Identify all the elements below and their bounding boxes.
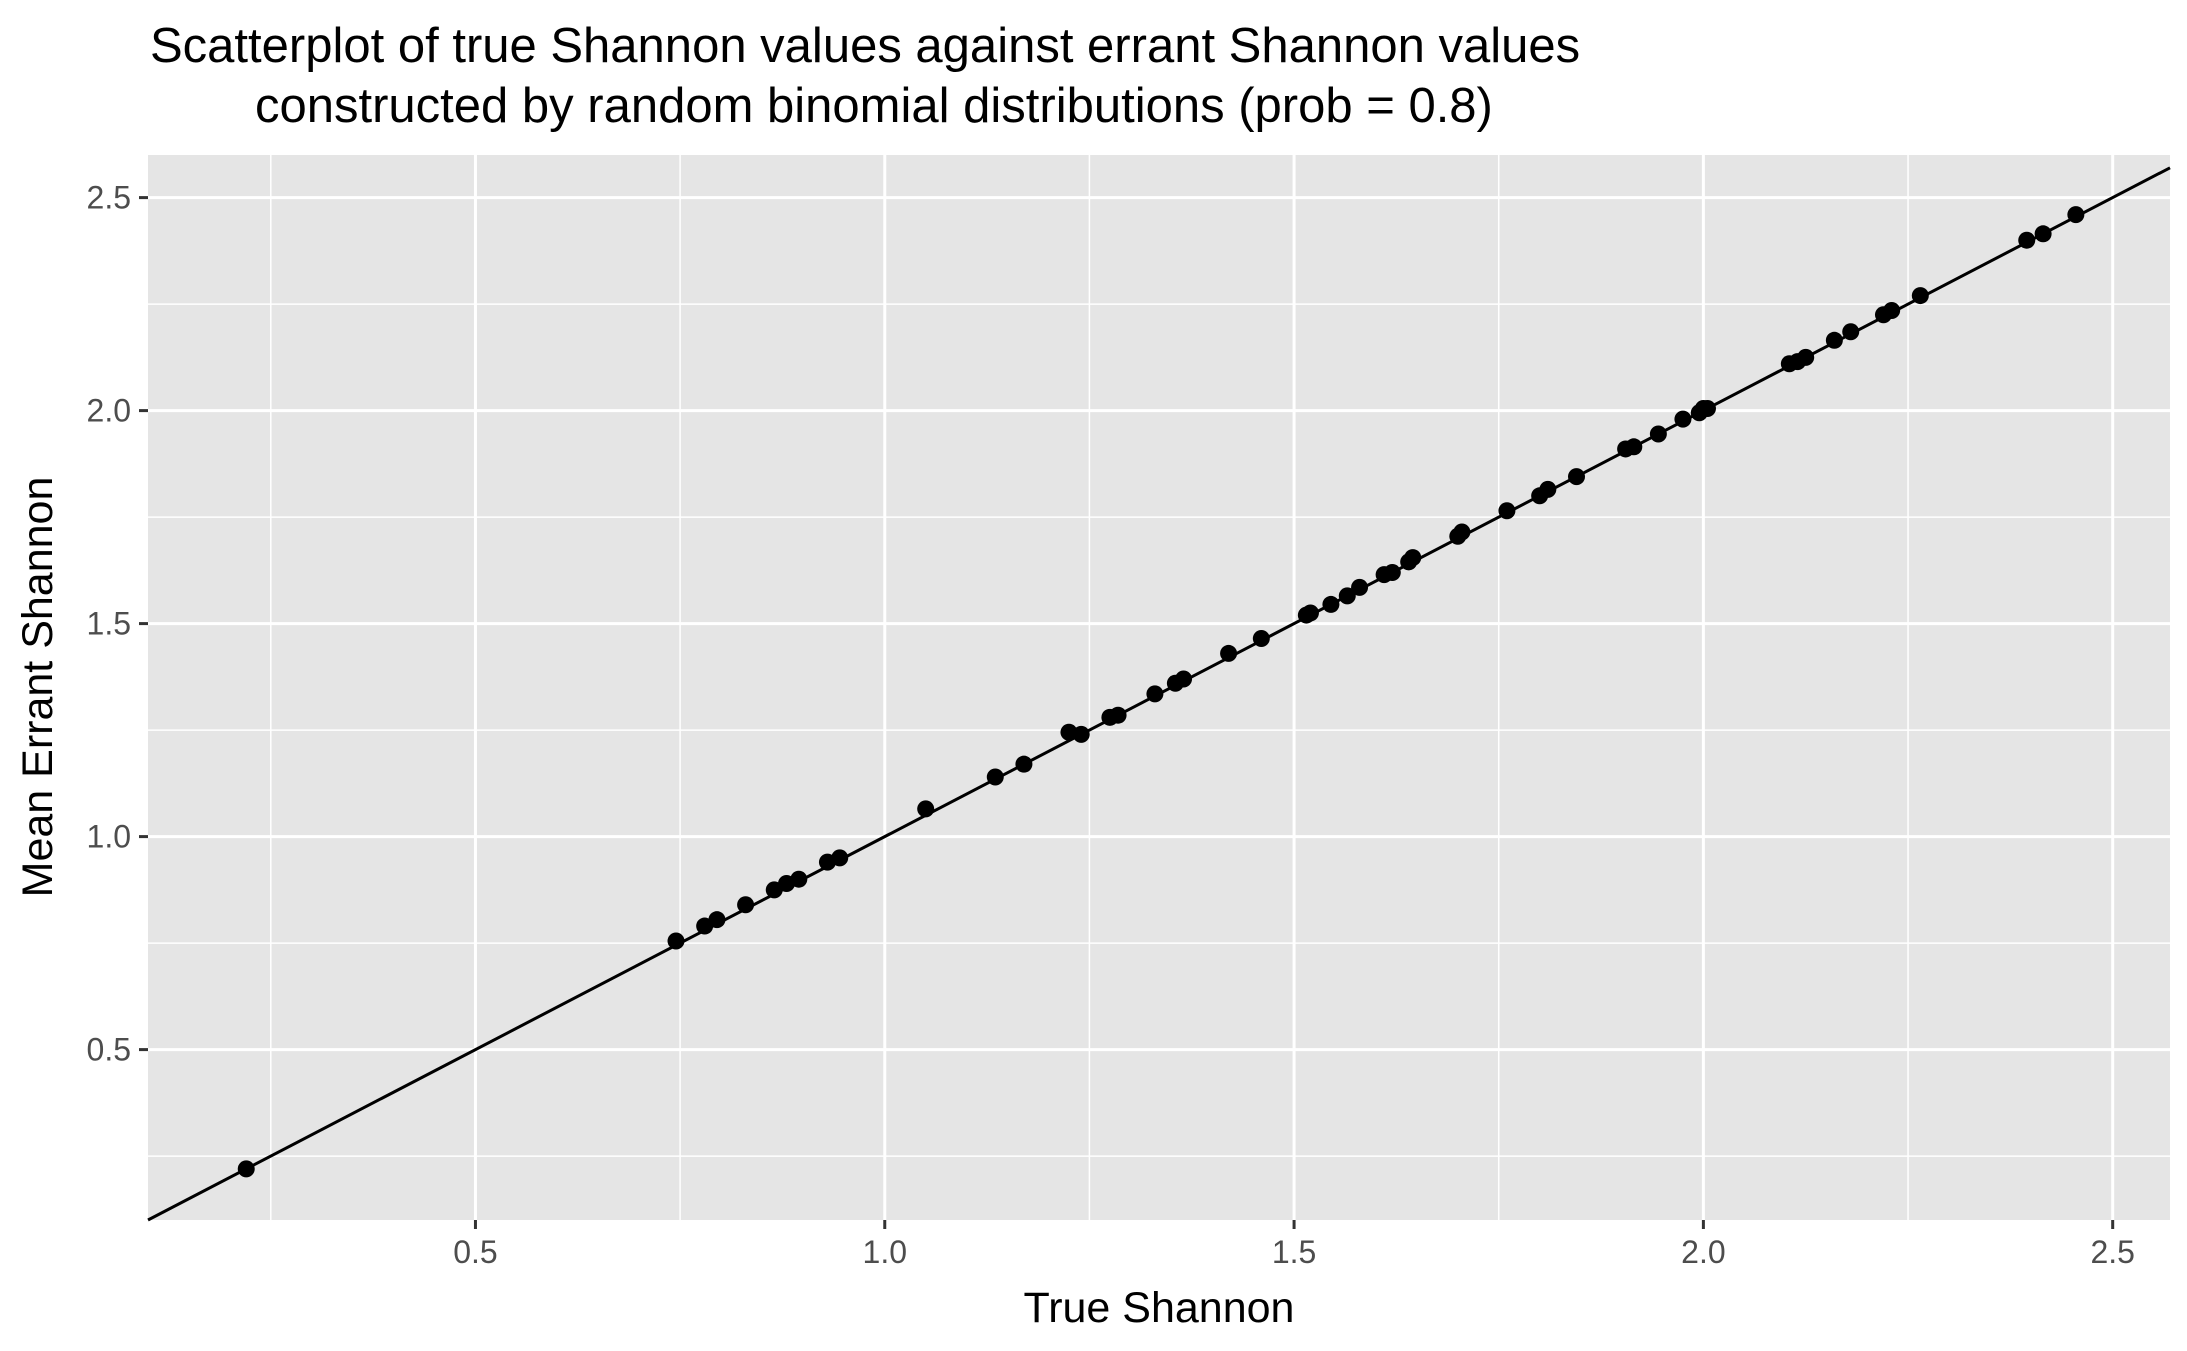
x-tick-label: 0.5 (453, 1234, 497, 1270)
data-point (708, 911, 726, 929)
data-point (790, 870, 808, 888)
major-grid (148, 155, 2170, 1220)
chart-subtitle: constructed by random binomial distribut… (255, 79, 1493, 133)
x-tick-label: 2.5 (2090, 1234, 2134, 1270)
data-point (2067, 206, 2085, 224)
data-point (1625, 438, 1643, 456)
data-point (1498, 502, 1516, 520)
data-point (1825, 331, 1843, 349)
chart-title: Scatterplot of true Shannon values again… (150, 19, 1580, 73)
data-point (1698, 399, 1716, 417)
data-point (737, 896, 755, 914)
y-tick-label: 2.0 (87, 393, 131, 429)
data-point (237, 1160, 255, 1178)
data-point (1015, 755, 1033, 773)
y-tick-label: 0.5 (87, 1032, 131, 1068)
data-point (1109, 706, 1127, 724)
data-point (1146, 685, 1164, 703)
data-point (1383, 563, 1401, 581)
data-point (1322, 595, 1340, 613)
data-point (1797, 348, 1815, 366)
data-point (1649, 425, 1667, 443)
data-point (1072, 725, 1090, 743)
data-point (1453, 523, 1471, 541)
x-tick-label: 1.0 (863, 1234, 907, 1270)
data-point (1175, 670, 1193, 688)
data-point (831, 849, 849, 867)
data-point (1911, 287, 1929, 305)
x-tick-label: 1.5 (1272, 1234, 1316, 1270)
data-point (1351, 578, 1369, 596)
x-tick-label: 2.0 (1681, 1234, 1725, 1270)
y-tick-label: 1.5 (87, 606, 131, 642)
data-point (986, 768, 1004, 786)
data-point (917, 800, 935, 818)
data-point (1842, 323, 1860, 341)
data-point (1338, 587, 1356, 605)
data-point (1220, 644, 1238, 662)
y-axis-ticks: 0.5 1.0 1.5 2.0 2.5 (87, 180, 148, 1068)
data-point (2018, 231, 2036, 249)
data-point (1883, 301, 1901, 319)
y-tick-label: 2.5 (87, 180, 131, 216)
data-point (1567, 468, 1585, 486)
data-points (237, 206, 2085, 1178)
y-axis-title: Mean Errant Shannon (14, 477, 62, 898)
data-point (1252, 630, 1270, 648)
data-point (667, 932, 685, 950)
data-point (1674, 410, 1692, 428)
data-point (1539, 480, 1557, 498)
x-axis-ticks: 0.5 1.0 1.5 2.0 2.5 (453, 1220, 2135, 1270)
minor-grid (148, 155, 2170, 1220)
data-point (1404, 549, 1422, 567)
y-tick-label: 1.0 (87, 819, 131, 855)
data-point (2034, 225, 2052, 243)
data-point (1301, 604, 1319, 622)
x-axis-title: True Shannon (1024, 1284, 1295, 1332)
